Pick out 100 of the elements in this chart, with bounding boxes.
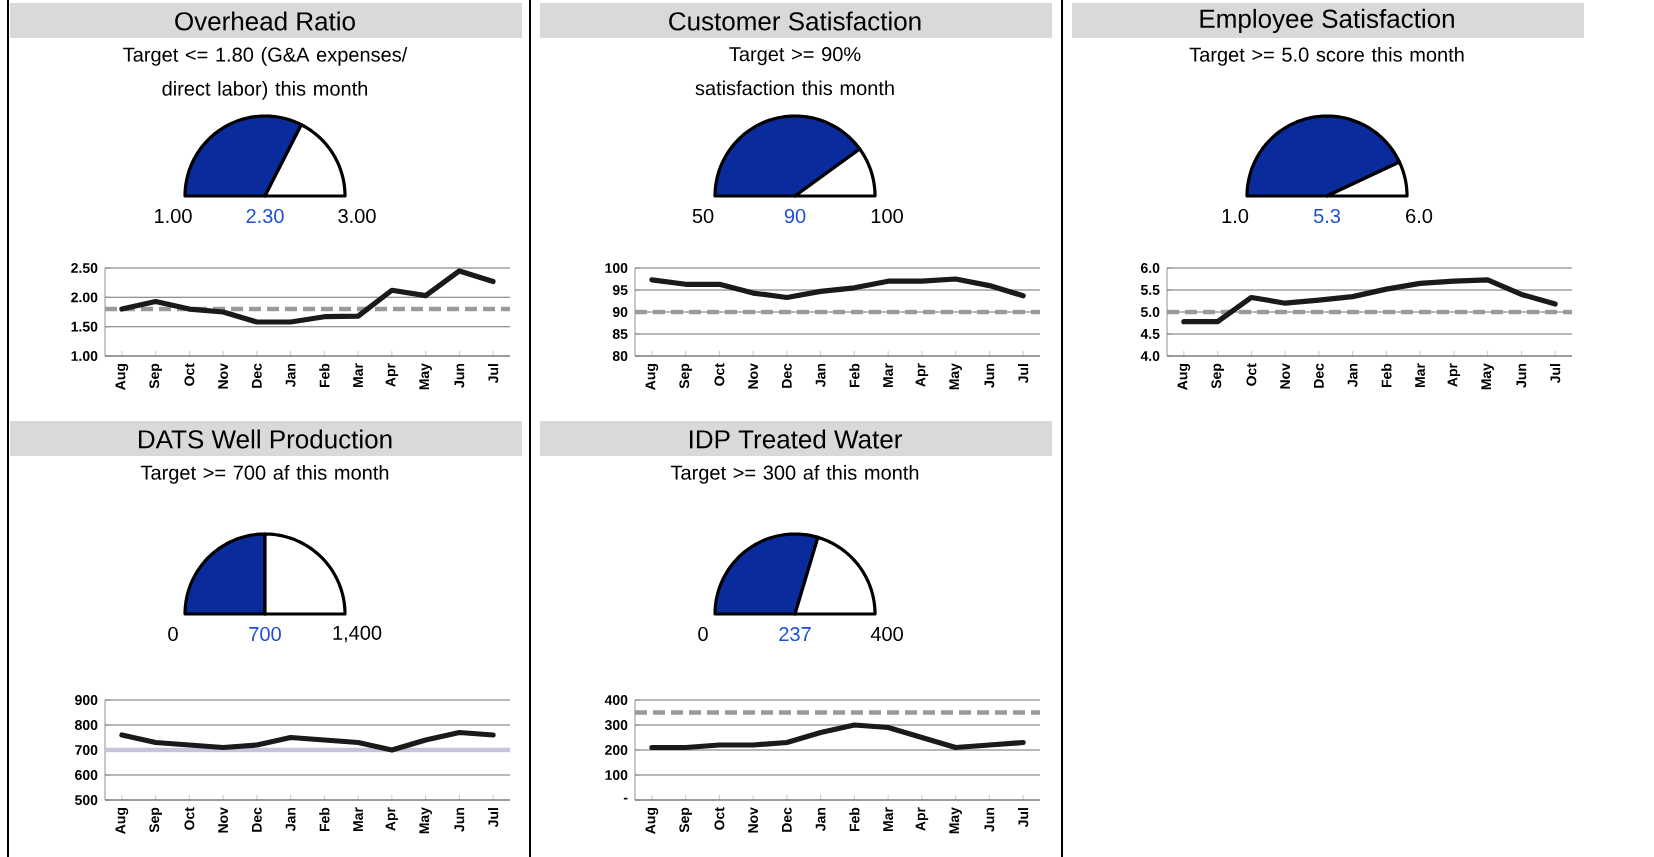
y-tick-label: 90: [612, 307, 628, 317]
text: 0: [168, 626, 178, 642]
x-tick-label: Sep: [149, 363, 162, 389]
chart-title: Customer Satisfaction: [669, 11, 921, 31]
x-tick-label: Jun: [984, 807, 995, 832]
x-tick-label: Apr: [385, 363, 399, 387]
y-tick-label: 800: [75, 720, 98, 730]
x-tick-label: Aug: [645, 364, 659, 390]
y-tick-label: 500: [75, 795, 98, 805]
x-tick-label: Oct: [184, 807, 195, 830]
x-tick-label: Jun: [1516, 363, 1527, 388]
x-tick-label: Dec: [1314, 363, 1324, 388]
y-tick-label: 1.00: [71, 351, 98, 361]
chart-title: Employee Satisfaction: [1200, 8, 1454, 34]
y-tick-label: 100: [605, 263, 628, 273]
text: 1,400: [333, 625, 382, 643]
chart-title: DATS Well Production: [139, 429, 392, 449]
x-tick-label: Feb: [1381, 363, 1392, 388]
x-tick-label: Aug: [1177, 364, 1191, 390]
x-tick-label: Dec: [782, 807, 792, 832]
x-tick-label: Mar: [883, 363, 894, 388]
x-tick-label: May: [419, 363, 432, 390]
x-tick-label: Nov: [218, 807, 228, 833]
y-tick-label: 5.5: [1140, 285, 1160, 295]
chart-title: IDP Treated Water: [690, 429, 902, 449]
x-tick-label: Jul: [1018, 808, 1029, 828]
x-tick-label: Mar: [1415, 363, 1426, 388]
x-tick-label: Feb: [319, 363, 330, 388]
x-tick-label: Aug: [115, 808, 129, 834]
text: 700: [249, 626, 281, 642]
x-tick-label: Aug: [115, 364, 129, 390]
y-tick-label: 6.0: [1140, 263, 1160, 273]
x-tick-label: May: [419, 807, 432, 834]
x-tick-label: Nov: [748, 807, 759, 833]
chart-subtitle: Target >= 90% satisfaction this month: [695, 47, 894, 96]
y-tick-label: 1.50: [71, 321, 98, 332]
x-tick-label: Apr: [915, 807, 929, 831]
text: 237: [779, 626, 811, 642]
chart-subtitle: Target >= 300 af this month: [670, 465, 919, 484]
y-tick-label: 2.50: [71, 263, 98, 273]
y-tick-label: 100: [605, 770, 628, 780]
x-tick-label: Jun: [984, 363, 995, 388]
x-tick-label: Oct: [1246, 363, 1257, 386]
x-tick-label: Jan: [285, 807, 296, 831]
x-tick-label: Mar: [883, 807, 894, 832]
x-tick-label: Oct: [184, 363, 195, 386]
y-tick-label: -: [623, 797, 628, 800]
y-tick-label: 200: [605, 745, 628, 755]
chart-subtitle: Target <= 1.80 (G&A expenses/ direct labor) this month: [123, 47, 408, 100]
chart-subtitle: Target >= 700 af this month: [140, 465, 389, 484]
x-tick-label: Sep: [679, 363, 692, 389]
text: 1.0: [1222, 208, 1249, 224]
y-tick-label: 85: [612, 329, 628, 339]
x-tick-label: Jun: [454, 807, 465, 832]
y-tick-label: 900: [75, 695, 98, 705]
x-tick-label: Jul: [1018, 364, 1029, 384]
y-tick-label: 400: [604, 695, 628, 705]
y-tick-label: 4.5: [1140, 329, 1160, 339]
x-tick-label: Jan: [285, 363, 296, 387]
y-tick-label: 300: [604, 720, 628, 730]
y-tick-label: 95: [612, 285, 628, 295]
y-tick-label: 5.0: [1140, 307, 1160, 317]
x-tick-label: Jul: [488, 364, 499, 384]
text: 400: [870, 626, 903, 642]
y-tick-label: 2.00: [71, 292, 98, 303]
x-tick-label: Jan: [815, 363, 826, 387]
y-tick-label: 80: [612, 351, 628, 361]
x-tick-label: Jan: [1347, 363, 1358, 387]
text: 1.00: [155, 208, 192, 224]
text: 6.0: [1406, 208, 1433, 224]
x-tick-label: Apr: [1447, 363, 1461, 387]
x-tick-label: Mar: [353, 363, 363, 388]
x-tick-label: Jun: [454, 363, 465, 388]
x-tick-label: Dec: [252, 807, 262, 832]
x-tick-label: Sep: [149, 807, 162, 833]
x-tick-label: Nov: [748, 363, 759, 389]
x-tick-label: Jan: [815, 807, 826, 831]
x-tick-label: Sep: [1211, 363, 1224, 389]
x-tick-label: Jul: [1550, 364, 1561, 384]
y-tick-label: 700: [75, 745, 98, 755]
x-tick-label: Feb: [849, 363, 860, 388]
x-tick-label: May: [1481, 363, 1494, 390]
x-tick-label: Oct: [714, 807, 725, 830]
x-tick-label: Aug: [645, 808, 659, 834]
x-tick-label: Feb: [319, 807, 330, 832]
x-tick-label: Apr: [915, 363, 929, 387]
x-tick-label: May: [949, 363, 962, 390]
text: 0: [698, 626, 708, 642]
x-tick-label: Nov: [1280, 363, 1291, 389]
chart-title: Overhead Ratio: [175, 11, 355, 31]
x-tick-label: Mar: [353, 807, 363, 832]
x-tick-label: Feb: [849, 807, 860, 832]
x-tick-label: Jul: [488, 808, 499, 828]
x-tick-label: Sep: [679, 807, 692, 833]
x-tick-label: Oct: [714, 363, 725, 386]
text: 5.3: [1313, 208, 1341, 224]
x-tick-label: Apr: [385, 807, 399, 831]
x-tick-label: May: [949, 807, 962, 834]
text: 90: [784, 208, 806, 224]
text: 50: [692, 208, 714, 224]
